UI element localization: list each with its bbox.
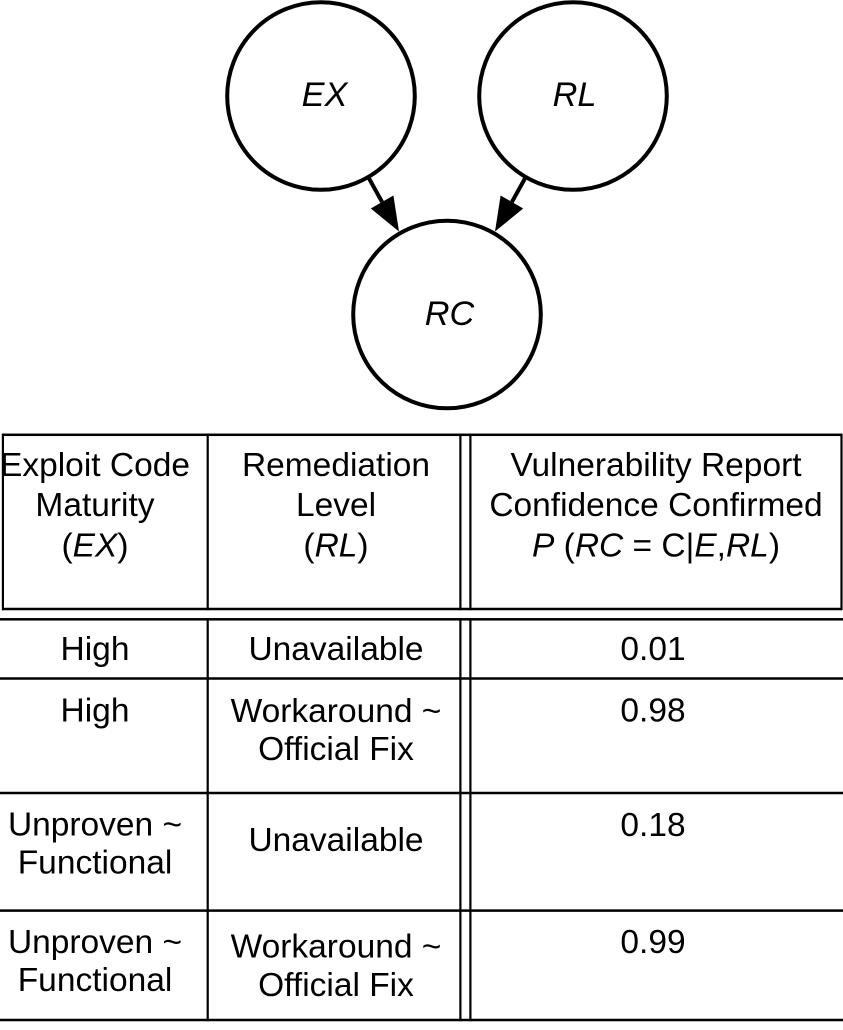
- svg-text:High: High: [61, 631, 130, 668]
- svg-text:(RL): (RL): [303, 528, 368, 565]
- svg-text:RC: RC: [425, 295, 475, 333]
- svg-text:Unavailable: Unavailable: [248, 822, 423, 859]
- svg-text:Confidence Confirmed: Confidence Confirmed: [489, 487, 822, 524]
- svg-text:Workaround ~: Workaround ~: [231, 693, 442, 730]
- svg-text:EX: EX: [302, 76, 349, 114]
- svg-text:0.98: 0.98: [620, 693, 685, 730]
- svg-text:Unproven ~: Unproven ~: [8, 807, 182, 844]
- svg-text:Functional: Functional: [18, 962, 173, 999]
- svg-text:Unproven ~: Unproven ~: [8, 924, 182, 961]
- svg-text:P (RC = C|E,RL): P (RC = C|E,RL): [532, 528, 780, 565]
- svg-text:Official Fix: Official Fix: [258, 731, 414, 768]
- svg-text:0.99: 0.99: [620, 924, 685, 961]
- svg-text:Functional: Functional: [18, 845, 173, 882]
- svg-text:Workaround ~: Workaround ~: [231, 929, 442, 966]
- svg-text:0.01: 0.01: [620, 631, 685, 668]
- svg-text:0.18: 0.18: [620, 807, 685, 844]
- svg-text:RL: RL: [553, 76, 597, 114]
- svg-text:Exploit Code: Exploit Code: [0, 447, 190, 484]
- svg-text:Remediation: Remediation: [242, 447, 430, 484]
- svg-text:Maturity: Maturity: [35, 487, 154, 524]
- svg-text:High: High: [61, 693, 130, 730]
- svg-text:Official Fix: Official Fix: [258, 967, 414, 1004]
- svg-text:Unavailable: Unavailable: [248, 631, 423, 668]
- svg-text:Vulnerability Report: Vulnerability Report: [510, 447, 802, 484]
- svg-text:Level: Level: [296, 487, 376, 524]
- svg-text:(EX): (EX): [61, 528, 128, 565]
